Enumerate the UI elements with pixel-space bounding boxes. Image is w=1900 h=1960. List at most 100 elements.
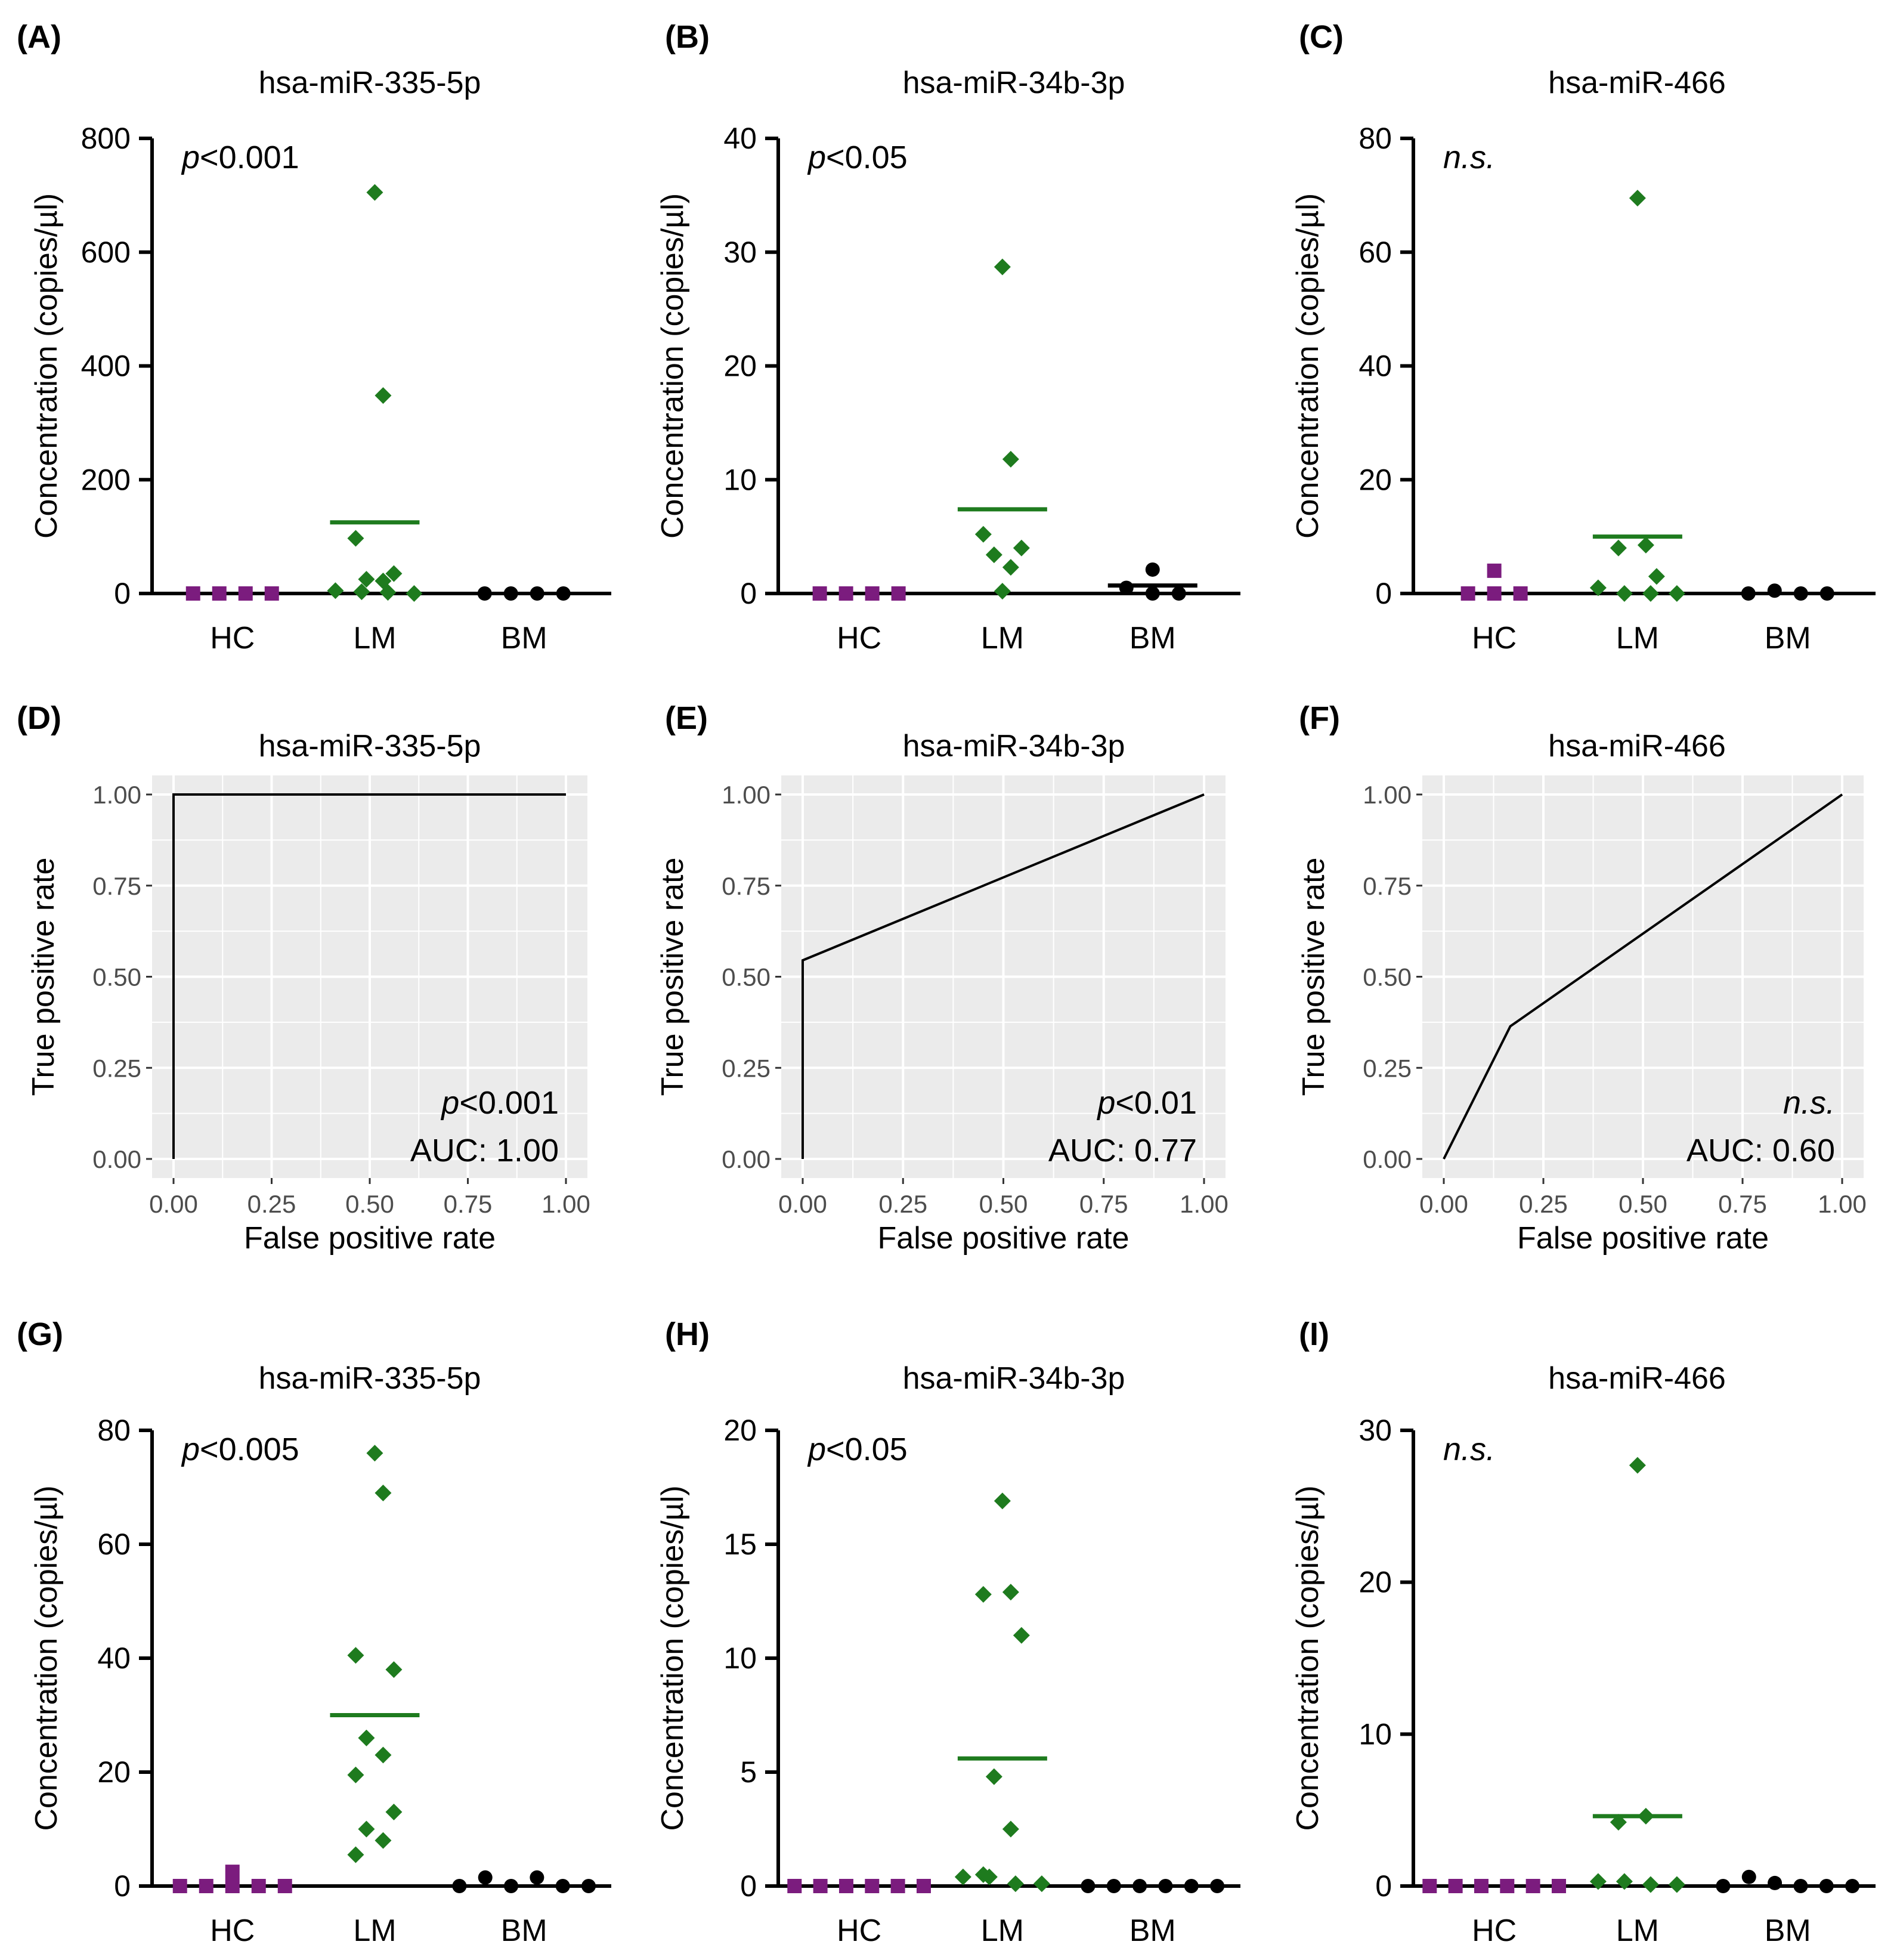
data-point-lm — [1616, 585, 1633, 602]
y-tick-label: 60 — [1359, 236, 1392, 269]
y-tick-label: 40 — [1359, 350, 1392, 383]
data-point-lm — [1013, 1627, 1030, 1644]
y-tick-label: 15 — [723, 1528, 757, 1561]
significance-text: <0.05 — [826, 140, 908, 175]
significance-annotation: p<0.001 — [440, 1085, 559, 1121]
auc-label: AUC: 0.77 — [1048, 1133, 1197, 1168]
x-category-label: LM — [1616, 621, 1659, 656]
data-point-lm — [1007, 1875, 1024, 1893]
significance-italic: n.s. — [1783, 1085, 1835, 1121]
x-category-label: LM — [353, 621, 396, 656]
data-point-bm — [1132, 1879, 1147, 1893]
x-category-label: BM — [501, 1913, 547, 1948]
data-point-lm — [366, 184, 383, 201]
data-point-bm — [1767, 583, 1782, 598]
data-point-bm — [1768, 1875, 1783, 1890]
x-category-label: HC — [1472, 621, 1517, 656]
panel-title: hsa-miR-335-5p — [259, 66, 481, 100]
significance-text: <0.005 — [200, 1432, 299, 1467]
panel-label: (F) — [1299, 700, 1340, 736]
panel-label: (H) — [665, 1316, 710, 1352]
y-tick-label: 40 — [723, 122, 757, 155]
y-axis-label: True positive rate — [655, 858, 690, 1096]
data-point-hc — [1513, 586, 1528, 601]
data-point-hc — [916, 1879, 931, 1893]
y-tick-label: 0.50 — [1363, 963, 1412, 991]
panel-i: (I) hsa-miR-466 0 10 20 30 Concentration (copi… — [1291, 1316, 1876, 1948]
x-tick-label: 1.00 — [1818, 1190, 1867, 1218]
panel-title: hsa-miR-466 — [1548, 1361, 1726, 1396]
y-tick-label: 0.00 — [722, 1145, 770, 1173]
y-tick-label: 0 — [114, 1869, 131, 1903]
x-category-label: BM — [1130, 621, 1176, 656]
y-tick-label: 0.00 — [92, 1145, 141, 1173]
significance-text: <0.05 — [826, 1432, 908, 1467]
data-point-bm — [452, 1879, 467, 1893]
auc-label: AUC: 1.00 — [410, 1133, 559, 1168]
data-point-lm — [994, 1492, 1011, 1510]
data-point-lm — [1629, 190, 1646, 207]
panel-g: (G) hsa-miR-335-5p 0 20 40 60 80 Concentration … — [17, 1316, 611, 1948]
data-point-lm — [1589, 579, 1607, 596]
x-category-label: BM — [501, 621, 547, 656]
data-point-lm — [974, 1586, 992, 1603]
x-axis-label: False positive rate — [1517, 1221, 1769, 1256]
data-point-hc — [212, 586, 227, 601]
data-point-hc — [838, 586, 853, 601]
data-point-lm — [358, 1729, 375, 1746]
data-point-lm — [1033, 1875, 1050, 1893]
data-point-bm — [1845, 1879, 1860, 1893]
panel-title: hsa-miR-335-5p — [259, 729, 481, 763]
significance-italic: n.s. — [1443, 1432, 1495, 1467]
data-point-lm — [347, 1647, 364, 1664]
data-point-lm — [1642, 585, 1659, 602]
data-point-lm — [375, 387, 392, 404]
data-point-lm — [1668, 585, 1685, 602]
y-tick-label: 10 — [1359, 1717, 1392, 1751]
data-point-lm — [379, 584, 397, 601]
data-point-lm — [358, 1820, 375, 1838]
data-point-hc — [185, 586, 200, 601]
y-tick-label: 30 — [723, 236, 757, 269]
significance-annotation: p<0.05 — [807, 1432, 908, 1467]
y-tick-label: 20 — [723, 1414, 757, 1447]
data-point-lm — [1637, 536, 1654, 554]
data-point-hc — [812, 586, 827, 601]
x-axis-label: False positive rate — [878, 1221, 1130, 1256]
data-point-bm — [1819, 1879, 1834, 1893]
panel-title: hsa-miR-34b-3p — [903, 66, 1125, 100]
panel-e: (E) hsa-miR-34b-3p 0.00 0.25 0.50 0.75 1.00 0.0… — [655, 700, 1228, 1256]
data-point-hc — [813, 1879, 828, 1893]
panel-label: (I) — [1299, 1316, 1329, 1352]
panel-title: hsa-miR-466 — [1548, 729, 1726, 763]
data-point-bm — [1081, 1879, 1096, 1893]
data-point-bm — [1819, 586, 1834, 601]
data-point-lm — [974, 525, 992, 543]
data-point-lm — [385, 565, 403, 582]
y-tick-label: 80 — [97, 1414, 131, 1447]
data-point-hc — [891, 586, 906, 601]
data-point-lm — [994, 583, 1011, 600]
data-point-lm — [375, 1746, 392, 1764]
y-tick-label: 5 — [740, 1755, 757, 1789]
data-point-bm — [478, 1870, 493, 1885]
panel-c: (C) hsa-miR-466 0 20 40 60 80 Concentration (co… — [1291, 19, 1876, 656]
panel-title: hsa-miR-34b-3p — [903, 1361, 1125, 1396]
data-point-lm — [385, 1803, 403, 1820]
x-category-label: BM — [1130, 1913, 1176, 1948]
panel-label: (G) — [17, 1316, 63, 1352]
data-point-bm — [1793, 1879, 1808, 1893]
data-point-hc — [865, 586, 880, 601]
x-tick-label: 0.75 — [444, 1190, 493, 1218]
significance-italic: p — [181, 140, 200, 175]
significance-text: <0.01 — [1115, 1085, 1197, 1121]
data-point-bm — [1119, 580, 1134, 595]
data-point-bm — [581, 1879, 596, 1893]
y-tick-label: 20 — [1359, 1566, 1392, 1599]
y-tick-label: 1.00 — [1363, 781, 1412, 809]
y-tick-label: 20 — [97, 1755, 131, 1789]
data-point-lm — [1002, 1584, 1019, 1601]
y-axis-label: Concentration (copies/µl) — [29, 193, 64, 539]
significance-annotation: n.s. — [1443, 1432, 1495, 1467]
